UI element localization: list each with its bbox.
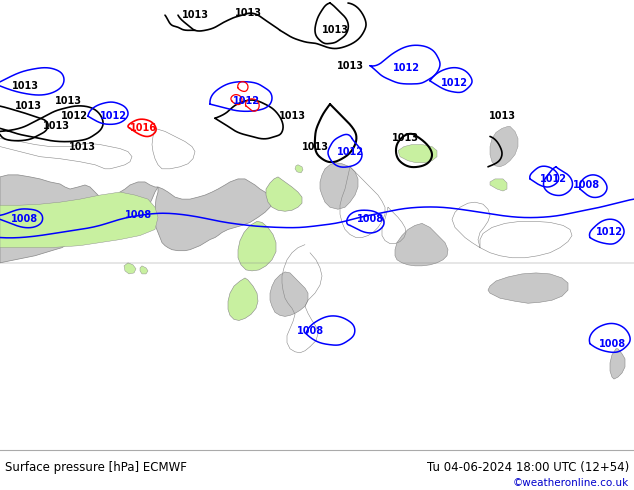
Polygon shape <box>270 272 308 317</box>
Text: 1016: 1016 <box>129 123 157 133</box>
Polygon shape <box>155 179 272 251</box>
Text: 1008: 1008 <box>124 210 152 221</box>
Polygon shape <box>488 273 568 303</box>
Text: 1013: 1013 <box>68 142 96 151</box>
Text: 1008: 1008 <box>10 214 37 224</box>
Polygon shape <box>228 278 258 320</box>
Text: 1012: 1012 <box>60 111 87 121</box>
Polygon shape <box>320 163 358 209</box>
Text: 1013: 1013 <box>15 101 41 111</box>
Polygon shape <box>398 145 437 163</box>
Polygon shape <box>238 221 276 271</box>
Text: 1008: 1008 <box>573 180 600 190</box>
Polygon shape <box>140 266 148 274</box>
Text: 1008: 1008 <box>356 214 384 224</box>
Text: ©weatheronline.co.uk: ©weatheronline.co.uk <box>513 478 629 488</box>
Text: 1013: 1013 <box>278 111 306 121</box>
Text: 1013: 1013 <box>489 111 515 121</box>
Text: 1013: 1013 <box>392 133 418 144</box>
Text: 1012: 1012 <box>441 78 467 88</box>
Polygon shape <box>0 192 158 247</box>
Polygon shape <box>490 179 507 191</box>
Text: 1008: 1008 <box>297 325 323 336</box>
Text: 1013: 1013 <box>55 96 82 106</box>
Text: 1012: 1012 <box>233 96 259 106</box>
Text: 1012: 1012 <box>100 111 127 121</box>
Text: 1013: 1013 <box>181 10 209 20</box>
Text: 1012: 1012 <box>392 63 420 73</box>
Text: 1012: 1012 <box>540 174 567 184</box>
Text: 1008: 1008 <box>598 339 626 349</box>
Text: 1013: 1013 <box>42 122 70 131</box>
Text: 1013: 1013 <box>302 142 328 151</box>
Polygon shape <box>490 126 518 167</box>
Text: 1013: 1013 <box>11 81 39 91</box>
Polygon shape <box>0 175 158 263</box>
Text: 1013: 1013 <box>337 61 363 71</box>
Text: 1012: 1012 <box>337 147 363 157</box>
Text: 1013: 1013 <box>235 8 261 18</box>
Text: Surface pressure [hPa] ECMWF: Surface pressure [hPa] ECMWF <box>5 461 187 474</box>
Text: Tu 04-06-2024 18:00 UTC (12+54): Tu 04-06-2024 18:00 UTC (12+54) <box>427 461 629 474</box>
Polygon shape <box>395 223 448 266</box>
Polygon shape <box>610 349 625 379</box>
Polygon shape <box>295 165 303 173</box>
Text: 1012: 1012 <box>595 227 623 238</box>
Text: 1013: 1013 <box>321 25 349 35</box>
Polygon shape <box>124 263 136 274</box>
Polygon shape <box>266 177 302 211</box>
